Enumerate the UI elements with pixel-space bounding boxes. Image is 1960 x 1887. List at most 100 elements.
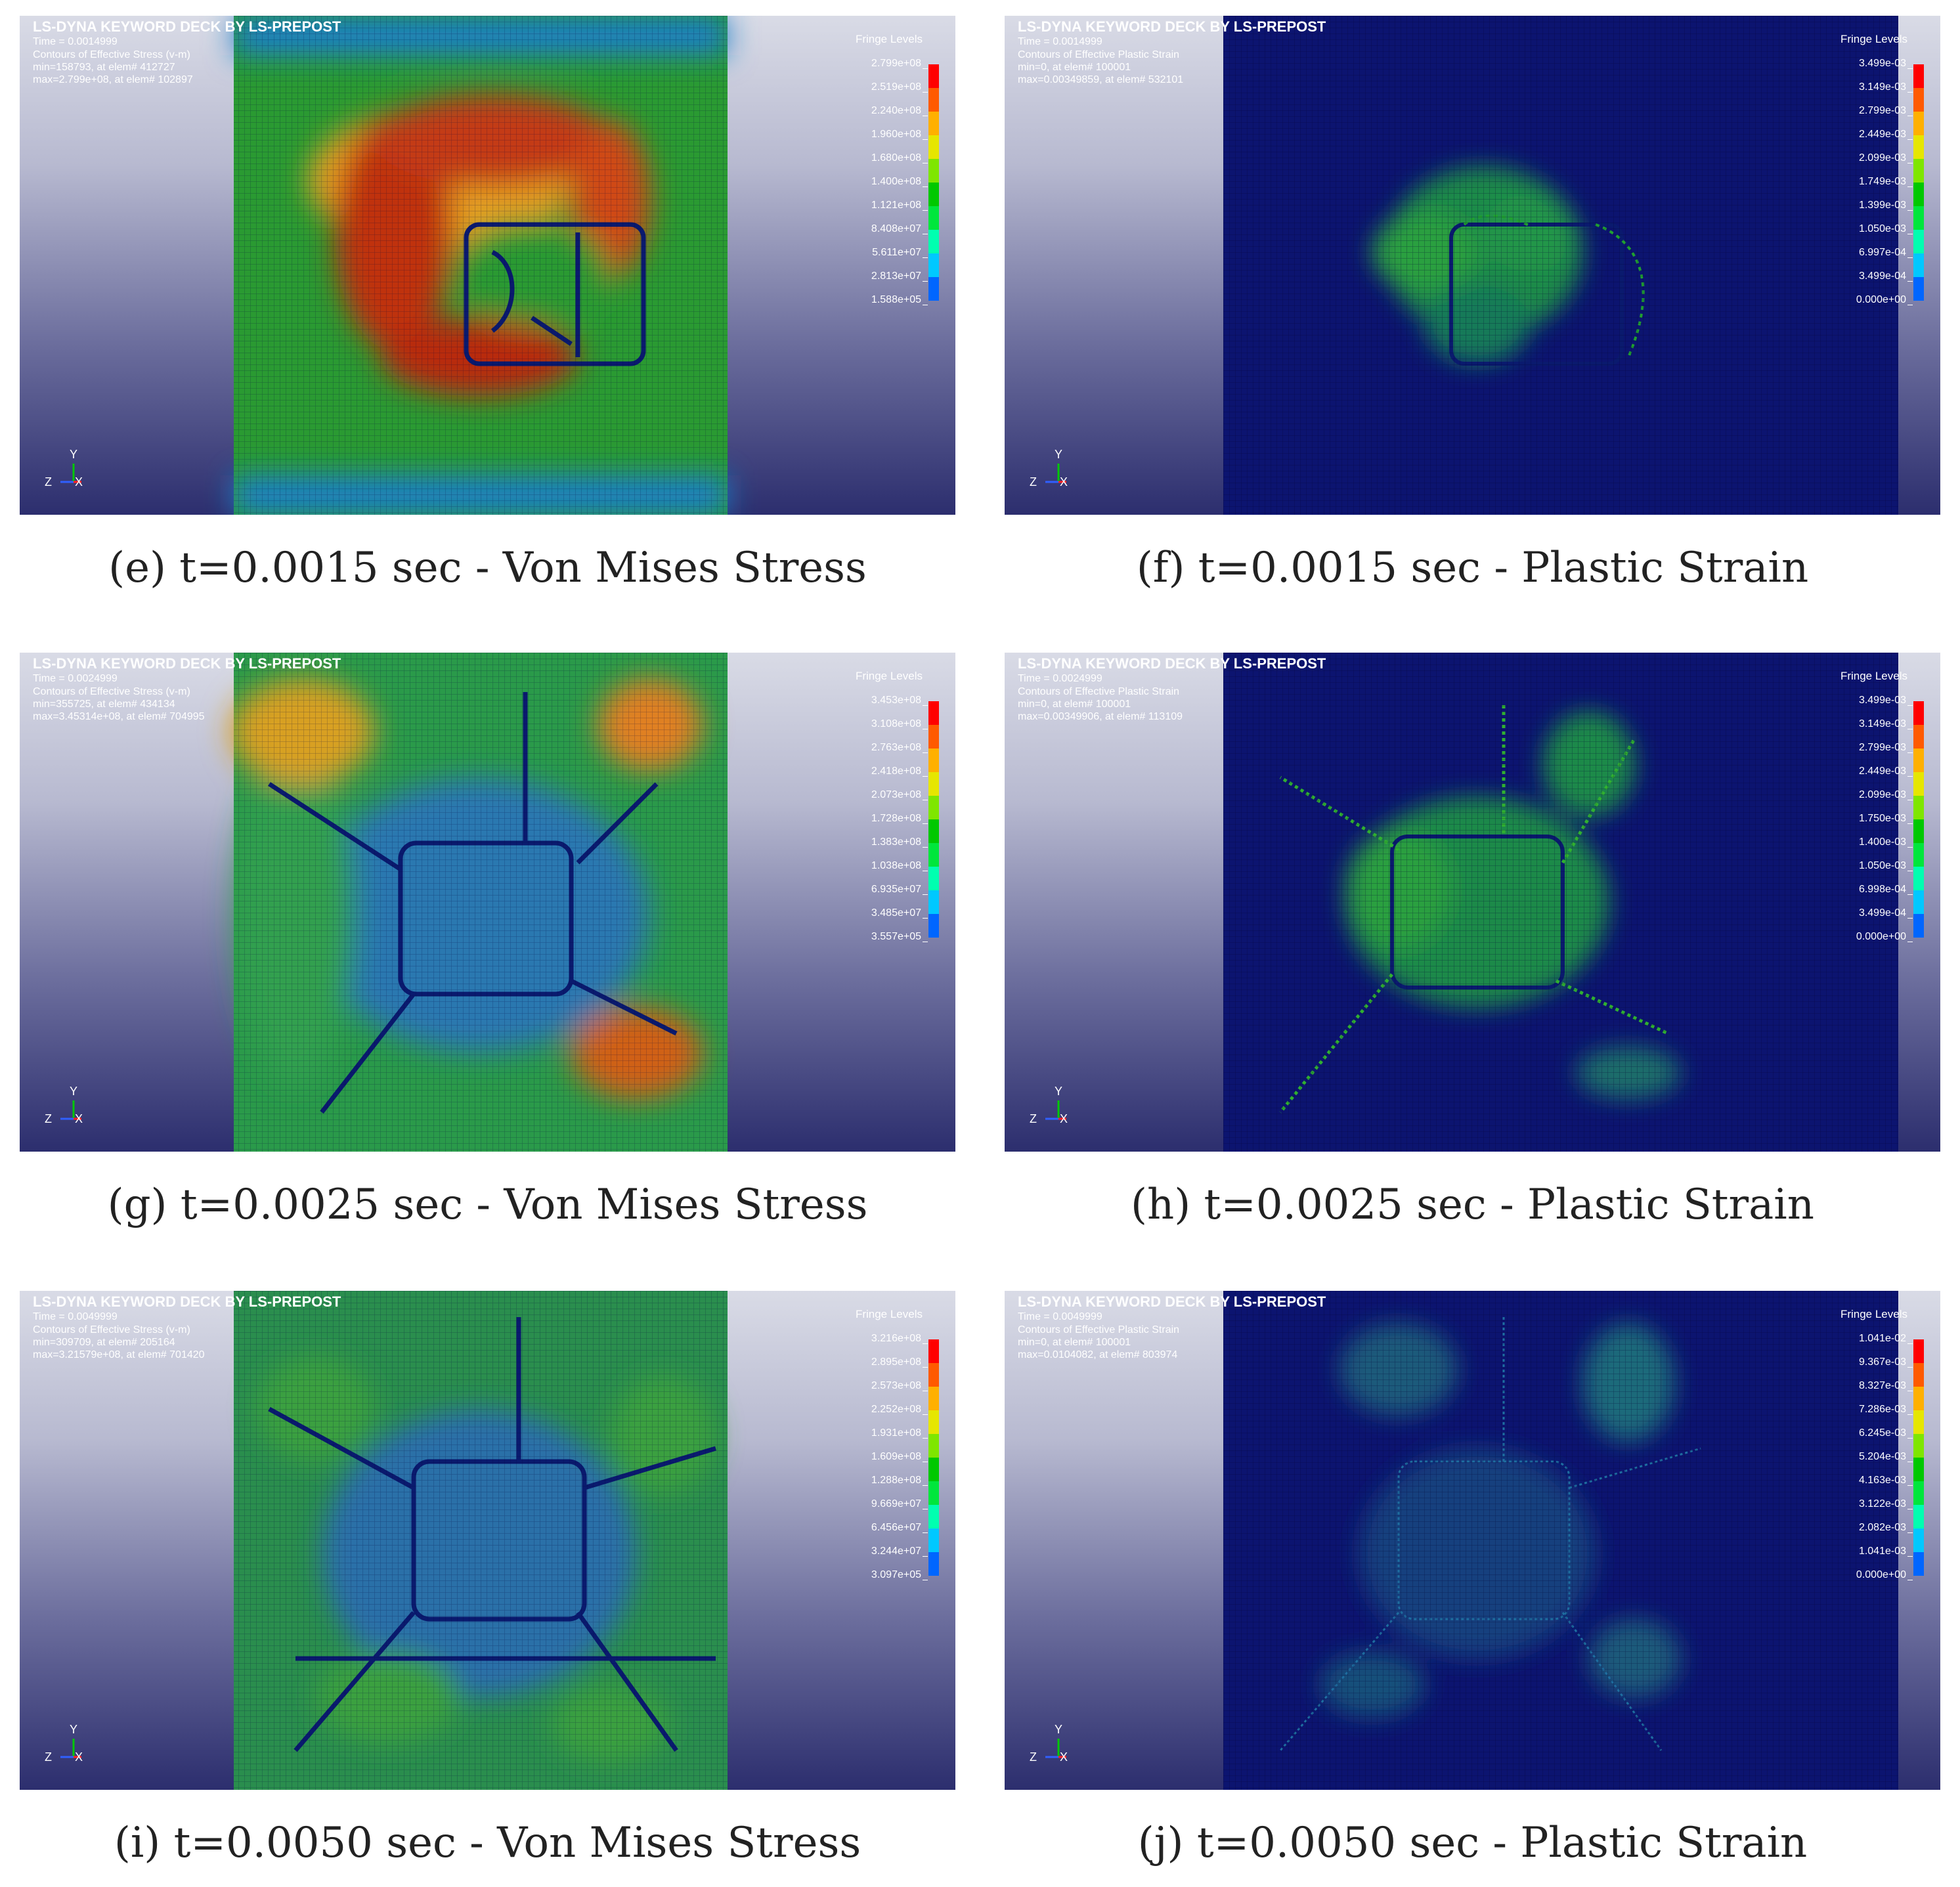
axis-triad-icon: Y Z X (1030, 1723, 1068, 1764)
colorbar-segment (928, 112, 939, 135)
caption-h: (h) t=0.0025 sec - Plastic Strain (1131, 1181, 1814, 1229)
fringe-tick (923, 139, 928, 140)
fringe-tick (923, 776, 928, 777)
fringe-level-value: 1.288e+08 (871, 1475, 921, 1486)
colorbar-segment (928, 159, 939, 183)
colorbar-segment (928, 725, 939, 748)
max-label: max=3.45314e+08, at elem# 704995 (33, 710, 205, 722)
fringe-level-value: 1.400e-03 (1858, 836, 1906, 848)
fringe-level-value: 2.799e-03 (1858, 105, 1906, 116)
caption-g: (g) t=0.0025 sec - Von Mises Stress (107, 1181, 868, 1229)
colorbar-segment (1913, 135, 1924, 159)
time-label: Time = 0.0014999 (1018, 36, 1102, 48)
colorbar-segment (928, 230, 939, 253)
axis-x-label: X (75, 475, 83, 488)
fringe-level-value: 1.050e-03 (1858, 223, 1906, 234)
caption-j: (j) t=0.0050 sec - Plastic Strain (1137, 1819, 1808, 1867)
caption-e: (e) t=0.0015 sec - Von Mises Stress (108, 544, 867, 592)
plastic-strain-contour-plot (1223, 16, 1898, 515)
fringe-level-value: 2.099e-03 (1858, 789, 1906, 800)
fringe-legend: Fringe Levels 2.799e+08 2.519e+08 2.240e+0… (837, 33, 949, 322)
legend-title: Fringe Levels (1840, 1308, 1907, 1320)
max-label: max=3.21579e+08, at elem# 701420 (33, 1349, 205, 1360)
legend-title: Fringe Levels (1840, 33, 1907, 45)
fringe-tick (1907, 1556, 1913, 1557)
fringe-level-value: 2.449e-03 (1858, 129, 1906, 140)
fringe-tick (1907, 823, 1913, 824)
fringe-level-value: 3.499e-04 (1858, 271, 1906, 282)
colorbar-segment (928, 1529, 939, 1552)
fringe-level-value: 3.485e+07 (871, 907, 921, 919)
fringe-level-value: 0.000e+00 (1856, 1569, 1906, 1580)
fringe-tick (1907, 139, 1913, 140)
contour-label: Contours of Effective Stress (v-m) (33, 49, 190, 60)
von-mises-stress-contour-plot (230, 653, 728, 1152)
axis-x-label: X (75, 1750, 83, 1764)
axis-triad-icon: Y Z X (1030, 448, 1068, 488)
colorbar-segment (1913, 1434, 1924, 1458)
fringe-level-value: 6.935e+07 (871, 884, 921, 895)
axis-x-label: X (1060, 475, 1068, 488)
fringe-level-value: 5.611e+07 (872, 247, 921, 258)
software-header: LS-DYNA KEYWORD DECK BY LS-PREPOST (33, 1293, 341, 1310)
contour-label: Contours of Effective Plastic Strain (1018, 1324, 1180, 1335)
fringe-tick (923, 894, 928, 895)
colorbar-segment (1913, 843, 1924, 867)
fringe-level-value: 6.245e-03 (1858, 1427, 1906, 1439)
panel-g: LS-DYNA KEYWORD DECK BY LS-PREPOST Time … (20, 653, 955, 1152)
fringe-level-value: 0.000e+00 (1856, 294, 1906, 305)
fringe-level-value: 1.728e+08 (871, 813, 921, 824)
fringe-level-value: 6.998e-04 (1858, 884, 1906, 895)
fringe-tick (923, 186, 928, 187)
colorbar-segment (928, 64, 939, 88)
colorbar-segment (1913, 230, 1924, 253)
contour-label: Contours of Effective Plastic Strain (1018, 685, 1180, 697)
colorbar-segment (1913, 867, 1924, 890)
panel-f: LS-DYNA KEYWORD DECK BY LS-PREPOST Time … (1005, 16, 1940, 515)
panel-e: LS-DYNA KEYWORD DECK BY LS-PREPOST Time … (20, 16, 955, 515)
fringe-level-value: 3.149e-03 (1858, 718, 1906, 729)
time-label: Time = 0.0014999 (33, 36, 118, 48)
fringe-level-value: 8.408e+07 (871, 223, 921, 234)
fringe-level-value: 9.367e-03 (1858, 1356, 1906, 1368)
colorbar (928, 64, 939, 301)
fringe-level-value: 1.383e+08 (871, 836, 921, 848)
legend-title: Fringe Levels (855, 670, 923, 682)
fringe-level-value: 3.453e+08 (871, 695, 921, 706)
fringe-legend: Fringe Levels 1.041e-02 9.367e-03 8.327e-0… (1822, 1308, 1934, 1597)
colorbar-segment (928, 890, 939, 914)
fringe-level-value: 1.050e-03 (1858, 860, 1906, 871)
von-mises-stress-contour-plot (234, 16, 728, 515)
colorbar-segment (1913, 159, 1924, 183)
fringe-tick (923, 752, 928, 753)
colorbar-segment (1913, 701, 1924, 725)
fringe-legend: Fringe Levels 3.499e-03 3.149e-03 2.799e-0… (1822, 33, 1934, 322)
fringe-level-value: 4.163e-03 (1858, 1475, 1906, 1486)
fringe-level-value: 1.588e+05 (871, 294, 921, 305)
fringe-level-value: 2.519e+08 (871, 81, 921, 93)
fringe-tick (1907, 847, 1913, 848)
axis-y-label: Y (1055, 448, 1062, 461)
fringe-level-value: 1.931e+08 (871, 1427, 921, 1439)
fringe-level-value: 2.252e+08 (871, 1404, 921, 1415)
plastic-strain-contour-plot (1223, 653, 1898, 1152)
fringe-tick (1907, 918, 1913, 919)
colorbar (1913, 64, 1924, 301)
fringe-level-value: 2.240e+08 (871, 105, 921, 116)
fringe-level-value: 2.813e+07 (871, 271, 921, 282)
fringe-level-value: 2.099e-03 (1858, 152, 1906, 163)
min-label: min=158793, at elem# 412727 (33, 61, 175, 73)
fringe-tick (923, 1343, 928, 1344)
fringe-tick (1907, 186, 1913, 187)
fringe-level-value: 2.073e+08 (871, 789, 921, 800)
axis-z-label: Z (45, 1112, 52, 1125)
contour-label: Contours of Effective Plastic Strain (1018, 49, 1180, 60)
legend-title: Fringe Levels (855, 33, 923, 45)
fringe-level-value: 2.449e-03 (1858, 766, 1906, 777)
colorbar-segment (928, 748, 939, 772)
fringe-tick (1907, 210, 1913, 211)
fringe-tick (923, 1367, 928, 1368)
colorbar-segment (1913, 253, 1924, 277)
time-label: Time = 0.0049999 (33, 1311, 118, 1323)
axis-z-label: Z (45, 475, 52, 488)
